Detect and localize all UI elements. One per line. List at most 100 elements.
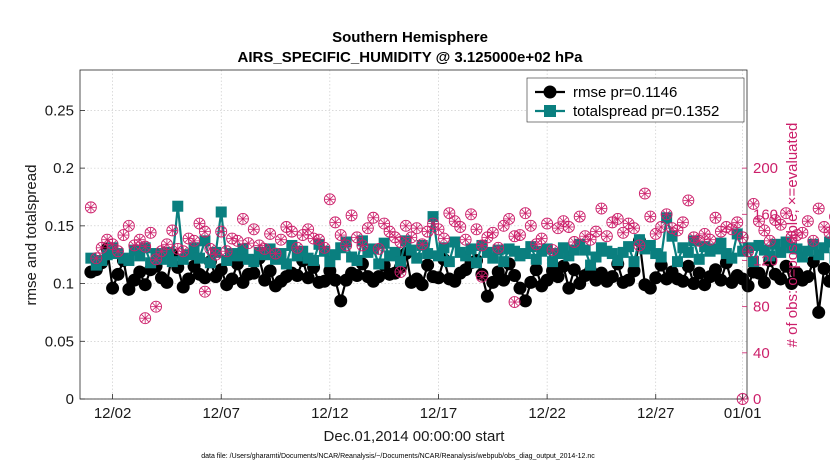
series-0-point-5 — [111, 267, 125, 281]
series-1-point-134 — [813, 249, 825, 261]
x-axis-label: Dec.01,2014 00:00:00 start — [324, 428, 506, 445]
obs-evaluated-point-61-d2 — [418, 240, 427, 249]
obs-extra-circle-4 — [475, 270, 488, 283]
series-1-point-11 — [145, 257, 157, 269]
obs-evaluated-point-128-d2 — [782, 209, 790, 218]
obs-evaluated-point-0-d2 — [86, 203, 95, 212]
obs-evaluated-point-68 — [455, 221, 466, 232]
obs-possible-point-52 — [367, 211, 380, 224]
obs-evaluated-point-51 — [362, 223, 373, 234]
series-1-point-91 — [579, 244, 591, 256]
chart-title: Southern Hemisphere — [332, 29, 488, 46]
obs-evaluated-point-26-d2 — [228, 234, 236, 243]
obs-evaluated-point-110-d2 — [684, 196, 693, 205]
series-0-point-43 — [317, 274, 331, 288]
series-1-point-18 — [183, 249, 195, 261]
obs-possible-point-23 — [209, 248, 222, 261]
series-1-point-127 — [775, 246, 787, 258]
obs-possible-point-48 — [345, 209, 358, 222]
obs-evaluated-point-102 — [639, 188, 650, 199]
obs-evaluated-point-11-d2 — [146, 228, 155, 237]
obs-evaluated-point-112 — [694, 235, 705, 246]
obs-evaluated-point-100-d2 — [630, 224, 638, 233]
series-1-point-76 — [498, 256, 510, 268]
obs-evaluated-point-86 — [552, 223, 563, 234]
obs-evaluated-point-46-d2 — [336, 231, 345, 239]
obs-possible-point-50 — [356, 239, 369, 252]
obs-evaluated-point-118 — [726, 224, 737, 235]
obs-evaluated-point-49 — [352, 232, 363, 243]
obs-evaluated-point-62-d2 — [423, 227, 432, 236]
x-tick-label-2: 12/12 — [311, 405, 349, 422]
y-tick-label-3: 0.15 — [45, 218, 74, 235]
series-1-point-107 — [666, 230, 678, 242]
right-axis: 0 40 80 120 160 200 — [742, 160, 778, 408]
obs-evaluated-point-109-d2 — [679, 218, 687, 227]
obs-possible-point-2 — [95, 241, 108, 254]
y-axis-label: rmse and totalspread — [23, 165, 40, 306]
obs-possible-point-68 — [454, 221, 467, 233]
obs-evaluated-point-45-d2 — [331, 218, 340, 227]
obs-evaluated-point-127-d2 — [776, 220, 785, 229]
obs-evaluated-point-103 — [645, 211, 656, 222]
obs-evaluated-point-48-d2 — [347, 211, 356, 220]
series-0-point-89 — [567, 263, 581, 277]
obs-evaluated-point-24-d2 — [217, 227, 226, 236]
obs-evaluated-point-64-d2 — [434, 225, 443, 234]
series-1-point-87 — [557, 242, 569, 254]
series-1-point-93 — [590, 251, 602, 263]
series-1-point-66 — [443, 256, 455, 268]
obs-possible-point-137 — [829, 213, 830, 220]
obs-possible-point-47 — [340, 239, 353, 252]
obs-possible-point-125 — [763, 234, 776, 247]
series-0-point-88 — [562, 281, 576, 295]
obs-evaluated-point-27 — [232, 235, 243, 246]
plot-frame — [79, 69, 748, 400]
series-0-point-100 — [627, 264, 641, 278]
obs-evaluated-point-74-d2 — [488, 228, 497, 237]
series-1-point-105 — [655, 251, 667, 263]
obs-evaluated-point-29-d2 — [244, 239, 253, 248]
series-1-point-62 — [422, 248, 434, 260]
series-1-point-86 — [552, 248, 564, 260]
obs-possible-point-34 — [269, 247, 282, 260]
obs-evaluated-point-116 — [715, 226, 726, 237]
obs-evaluated-point-89 — [569, 237, 580, 248]
obs-evaluated-point-119 — [732, 217, 743, 228]
right-tick-label-3: 120 — [753, 252, 778, 269]
obs-evaluated-point-1-d2 — [92, 254, 101, 263]
obs-evaluated-point-24 — [216, 226, 227, 237]
obs-possible-point-106 — [660, 208, 673, 221]
obs-possible-point-66 — [443, 207, 456, 220]
obs-evaluated-point-27-d2 — [233, 236, 242, 245]
obs-evaluated-point-14 — [161, 239, 172, 250]
obs-evaluated-point-128 — [781, 208, 792, 219]
series-1-point-98 — [617, 246, 629, 258]
obs-evaluated-point-61 — [417, 239, 428, 250]
obs-possible-point-7 — [122, 219, 135, 232]
obs-evaluated-point-20 — [194, 218, 205, 229]
series-1-point-63 — [427, 211, 439, 223]
series-0-point-73 — [480, 289, 494, 303]
obs-possible-point-110 — [682, 194, 695, 207]
x-tick-label-3: 12/17 — [420, 405, 458, 422]
obs-evaluated-point-109 — [677, 217, 688, 228]
obs-evaluated-point-81-d2 — [526, 221, 535, 230]
series-1-point-49 — [351, 254, 363, 266]
obs-evaluated-point-86-d2 — [554, 224, 562, 233]
obs-evaluated-point-13-d2 — [157, 247, 166, 256]
obs-evaluated-point-42 — [313, 234, 324, 245]
series-1-point-60 — [411, 252, 423, 264]
obs-evaluated-point-53-d2 — [374, 245, 383, 253]
obs-evaluated-point-49-d2 — [353, 233, 361, 242]
obs-possible-point-54 — [378, 217, 391, 230]
series-1-point-85 — [547, 256, 559, 268]
obs-evaluated-point-52-d2 — [369, 213, 378, 222]
y-tick-label-4: 0.2 — [53, 160, 74, 177]
series-1-point-36 — [280, 258, 292, 270]
obs-evaluated-point-102-d2 — [641, 189, 649, 198]
series-1-point-24 — [215, 206, 227, 218]
right-tick-label-5: 200 — [753, 160, 778, 177]
obs-evaluated-point-93-d2 — [592, 227, 600, 236]
obs-evaluated-point-51-d2 — [363, 224, 372, 233]
